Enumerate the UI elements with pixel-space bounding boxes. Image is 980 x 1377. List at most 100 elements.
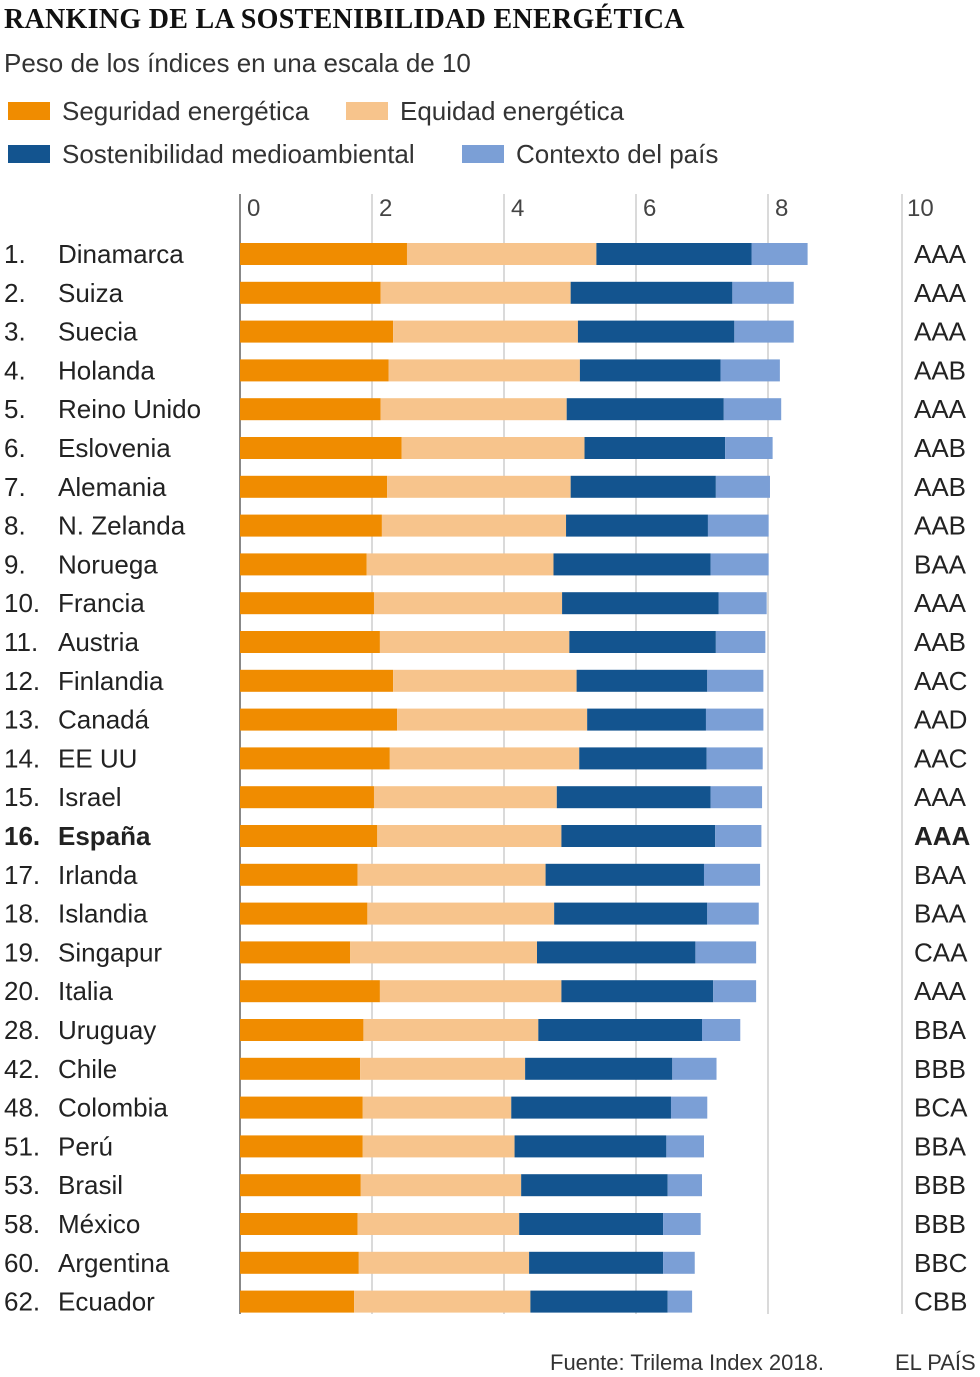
rank-label-islandia: 18. <box>4 899 40 929</box>
bar-contexto-del-pais-finlandia <box>707 669 764 692</box>
bar-contexto-del-pais-ecuador <box>667 1290 693 1313</box>
bar-seguridad-energetica-francia <box>240 592 374 615</box>
bar-equidad-energetica-uruguay <box>363 1019 539 1041</box>
bar-contexto-del-pais-austria <box>715 631 766 653</box>
bar-sostenibilidad-medioambiental-finlandia <box>576 669 708 692</box>
rank-label-holanda: 4. <box>4 355 26 385</box>
country-label-ecuador: Ecuador <box>58 1287 155 1317</box>
country-label-israel: Israel <box>58 782 122 812</box>
country-label-eslovenia: Eslovenia <box>58 433 171 463</box>
bar-contexto-del-pais-islandia <box>707 902 759 925</box>
rank-label-mexico: 58. <box>4 1209 40 1239</box>
rank-label-suecia: 3. <box>4 317 26 347</box>
bar-equidad-energetica-singapur <box>350 941 537 964</box>
rank-label-suiza: 2. <box>4 278 26 308</box>
bar-equidad-energetica-italia <box>379 980 562 1003</box>
country-label-argentina: Argentina <box>58 1248 170 1278</box>
country-label-canada: Canadá <box>58 705 150 735</box>
rating-label-finlandia: AAC <box>914 666 967 696</box>
rank-label-ee-uu: 14. <box>4 743 40 773</box>
bar-seguridad-energetica-ee-uu <box>240 747 390 770</box>
x-tick-label-6: 6 <box>643 195 656 222</box>
bar-seguridad-energetica-islandia <box>240 902 368 925</box>
bar-seguridad-energetica-singapur <box>240 941 351 964</box>
bar-equidad-energetica-dinamarca <box>406 243 597 265</box>
bar-equidad-energetica-austria <box>379 631 570 653</box>
bar-sostenibilidad-medioambiental-reino-unido <box>566 398 724 421</box>
bar-sostenibilidad-medioambiental-ecuador <box>530 1290 668 1313</box>
rank-label-reino-unido: 5. <box>4 394 26 424</box>
country-label-espana: España <box>58 821 151 851</box>
brand-label: EL PAÍS <box>895 1350 976 1375</box>
chart-title: RANKING DE LA SOSTENIBILIDAD ENERGÉTICA <box>4 4 685 35</box>
rank-label-colombia: 48. <box>4 1093 40 1123</box>
bar-seguridad-energetica-israel <box>240 786 374 809</box>
rank-label-argentina: 60. <box>4 1248 40 1278</box>
bar-sostenibilidad-medioambiental-colombia <box>511 1096 671 1119</box>
bar-sostenibilidad-medioambiental-israel <box>556 786 711 809</box>
rating-label-argentina: BBC <box>914 1248 967 1278</box>
legend-swatch-seguridad <box>8 102 50 120</box>
x-tick-label-4: 4 <box>511 195 524 222</box>
bar-sostenibilidad-medioambiental-alemania <box>570 475 716 498</box>
country-label-holanda: Holanda <box>58 355 155 385</box>
country-label-suiza: Suiza <box>58 278 124 308</box>
bar-seguridad-energetica-colombia <box>240 1096 363 1119</box>
bar-seguridad-energetica-argentina <box>240 1251 359 1274</box>
legend-swatch-equidad <box>346 102 388 120</box>
bar-seguridad-energetica-finlandia <box>240 669 394 692</box>
bar-seguridad-energetica-alemania <box>240 475 388 498</box>
bar-seguridad-energetica-suiza <box>240 281 381 304</box>
bar-contexto-del-pais-colombia <box>670 1096 708 1119</box>
rank-label-canada: 13. <box>4 705 40 735</box>
bar-contexto-del-pais-ee-uu <box>706 747 763 770</box>
rank-label-singapur: 19. <box>4 937 40 967</box>
country-label-francia: Francia <box>58 588 145 618</box>
country-label-islandia: Islandia <box>58 899 148 929</box>
bar-sostenibilidad-medioambiental-suiza <box>570 281 733 304</box>
bar-equidad-energetica-chile <box>360 1057 526 1080</box>
rank-label-espana: 16. <box>4 821 40 851</box>
bar-equidad-energetica-francia <box>373 592 563 615</box>
bar-contexto-del-pais-dinamarca <box>751 243 808 265</box>
bar-seguridad-energetica-irlanda <box>240 863 358 886</box>
rating-label-ecuador: CBB <box>914 1287 967 1317</box>
rating-label-espana: AAA <box>914 821 971 851</box>
bar-sostenibilidad-medioambiental-espana <box>561 825 716 847</box>
bar-equidad-energetica-irlanda <box>357 863 546 886</box>
country-label-peru: Perú <box>58 1131 113 1161</box>
country-label-reino-unido: Reino Unido <box>58 394 201 424</box>
bar-equidad-energetica-ecuador <box>354 1290 531 1313</box>
x-tick-label-2: 2 <box>379 195 392 222</box>
rating-label-italia: AAA <box>914 976 967 1006</box>
bar-equidad-energetica-canada <box>397 708 588 731</box>
country-label-chile: Chile <box>58 1054 117 1084</box>
rank-label-italia: 20. <box>4 976 40 1006</box>
rating-label-ee-uu: AAC <box>914 743 967 773</box>
country-label-suecia: Suecia <box>58 317 138 347</box>
rank-label-ecuador: 62. <box>4 1287 40 1317</box>
bar-contexto-del-pais-suecia <box>734 320 794 343</box>
rank-label-uruguay: 28. <box>4 1015 40 1045</box>
bar-seguridad-energetica-dinamarca <box>240 243 407 265</box>
bar-seguridad-energetica-holanda <box>240 359 389 382</box>
rank-label-brasil: 53. <box>4 1170 40 1200</box>
bar-contexto-del-pais-chile <box>672 1057 717 1080</box>
country-label-n-zelanda: N. Zelanda <box>58 511 186 541</box>
bar-equidad-energetica-ee-uu <box>389 747 580 770</box>
bar-seguridad-energetica-n-zelanda <box>240 514 382 537</box>
bar-contexto-del-pais-espana <box>715 825 762 847</box>
rating-label-eslovenia: AAB <box>914 433 966 463</box>
bar-contexto-del-pais-holanda <box>720 359 780 382</box>
bar-sostenibilidad-medioambiental-n-zelanda <box>566 514 708 537</box>
rating-label-holanda: AAB <box>914 355 966 385</box>
bar-sostenibilidad-medioambiental-chile <box>525 1057 673 1080</box>
bar-seguridad-energetica-italia <box>240 980 380 1003</box>
rating-label-noruega: BAA <box>914 549 967 579</box>
bar-sostenibilidad-medioambiental-islandia <box>554 902 708 925</box>
bar-equidad-energetica-n-zelanda <box>381 514 567 537</box>
bar-equidad-energetica-holanda <box>388 359 580 382</box>
bar-sostenibilidad-medioambiental-mexico <box>519 1213 664 1235</box>
rank-label-peru: 51. <box>4 1131 40 1161</box>
bar-contexto-del-pais-italia <box>713 980 757 1003</box>
